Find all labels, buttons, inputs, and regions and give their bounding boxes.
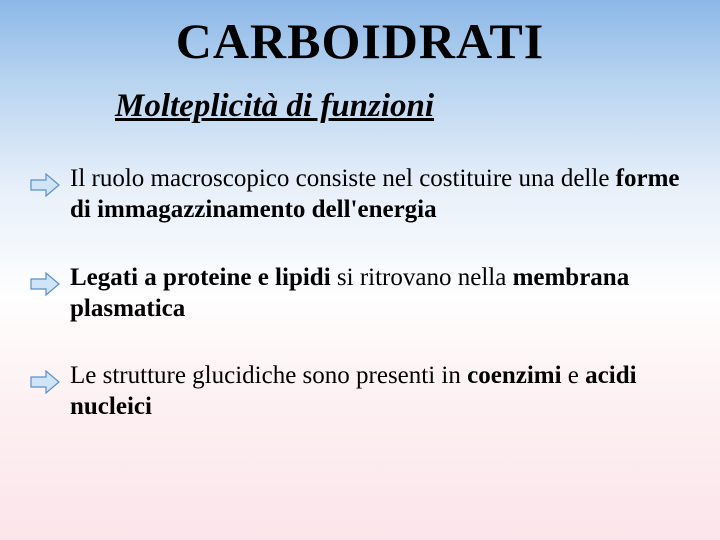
bullet-text: Le strutture glucidiche sono presenti in…	[70, 360, 690, 423]
slide-title: CARBOIDRATI	[0, 0, 720, 70]
bullet-text: Legati a proteine e lipidi si ritrovano …	[70, 262, 690, 325]
bullet-row: Le strutture glucidiche sono presenti in…	[30, 360, 690, 423]
bullet-text: Il ruolo macroscopico consiste nel costi…	[70, 163, 690, 226]
bullet-row: Legati a proteine e lipidi si ritrovano …	[30, 262, 690, 325]
arrow-icon	[30, 173, 60, 202]
slide-subtitle: Molteplicità di funzioni	[115, 88, 720, 125]
bullet-row: Il ruolo macroscopico consiste nel costi…	[30, 163, 690, 226]
arrow-icon	[30, 272, 60, 301]
arrow-icon	[30, 370, 60, 399]
